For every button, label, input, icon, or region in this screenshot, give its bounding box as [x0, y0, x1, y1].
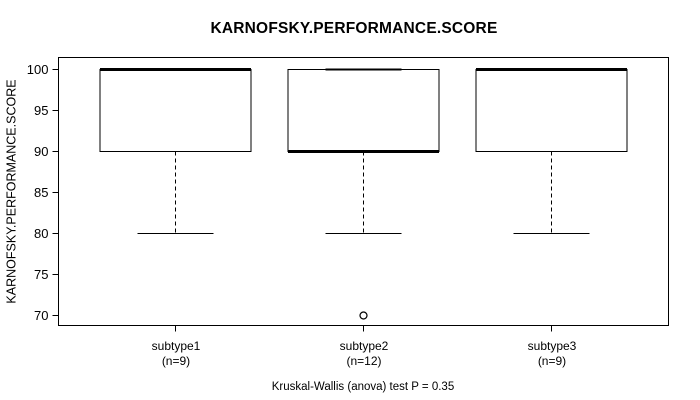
group-label: subtype1: [151, 339, 201, 353]
svg-text:75: 75: [34, 267, 48, 282]
group-label: subtype2: [339, 339, 389, 353]
svg-text:90: 90: [34, 144, 48, 159]
svg-text:85: 85: [34, 185, 48, 200]
svg-text:95: 95: [34, 103, 48, 118]
group-label: subtype3: [527, 339, 577, 353]
stat-test-caption: Kruskal-Wallis (anova) test P = 0.35: [271, 381, 455, 393]
group-n-label: (n=12): [346, 354, 382, 368]
x-axis-label-subtype2: subtype2 (n=12): [289, 339, 439, 369]
group-n-label: (n=9): [161, 354, 191, 368]
svg-text:70: 70: [34, 308, 48, 323]
outlier-point: [359, 311, 368, 320]
x-axis-label-subtype1: subtype1 (n=9): [101, 339, 251, 369]
svg-text:100: 100: [27, 62, 49, 77]
group-n-label: (n=9): [537, 354, 567, 368]
chart-title: KARNOFSKY.PERFORMANCE.SCORE: [210, 20, 498, 37]
svg-text:80: 80: [34, 226, 48, 241]
x-axis-label-subtype3: subtype3 (n=9): [477, 339, 627, 369]
